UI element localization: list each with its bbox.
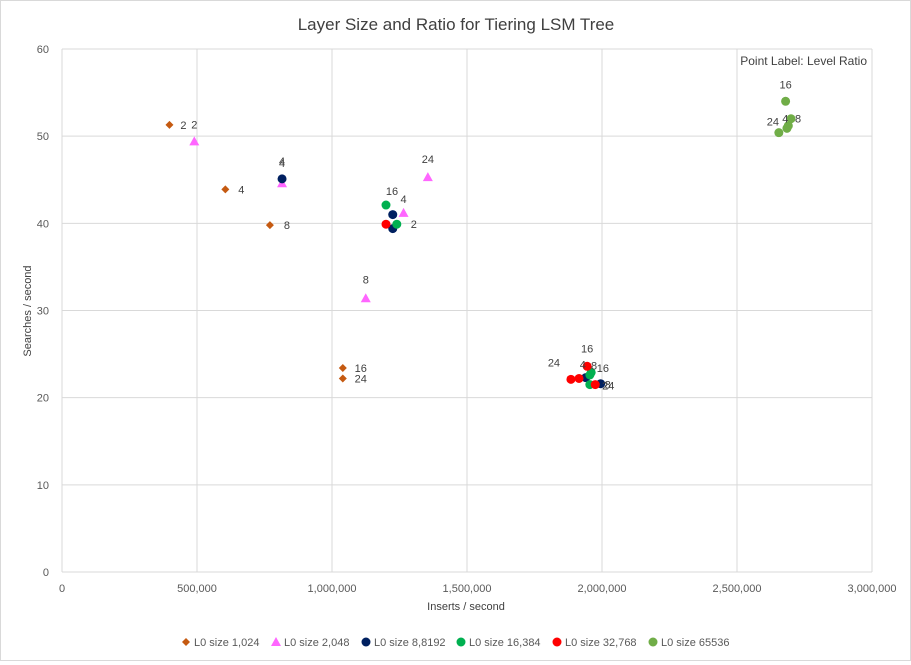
data-point <box>277 174 287 184</box>
data-point <box>338 374 347 383</box>
legend-item-label: L0 size 1,024 <box>194 637 259 649</box>
legend-item-label: L0 size 2,048 <box>284 637 349 649</box>
data-point <box>388 210 398 220</box>
data-point <box>590 380 600 390</box>
y-tick-label: 0 <box>43 567 49 579</box>
data-point <box>265 221 274 230</box>
data-point <box>786 114 796 124</box>
x-tick-label: 0 <box>59 583 65 595</box>
data-points <box>165 96 796 390</box>
y-tick-label: 40 <box>37 218 49 230</box>
x-tick-label: 3,000,000 <box>848 583 897 595</box>
point-label: 2 <box>411 219 417 231</box>
axes: 0 10 20 30 40 50 60 0 500,000 1,000,000 1,500,000 2… <box>37 44 897 595</box>
point-label: 4 <box>279 158 285 170</box>
point-label: 8 <box>795 114 801 126</box>
y-tick-label: 50 <box>37 131 49 143</box>
point-label: 24 <box>422 154 434 166</box>
legend: L0 size 1,024 L0 size 2,048 L0 size 8,8192… <box>182 637 730 649</box>
point-label: 16 <box>386 186 398 198</box>
point-label: 8 <box>284 220 290 232</box>
point-label: 4 <box>238 184 244 196</box>
point-label: 24 <box>548 357 560 369</box>
data-point <box>338 364 347 373</box>
data-point <box>221 185 230 194</box>
data-point <box>398 207 409 217</box>
y-tick-label: 20 <box>37 393 49 405</box>
data-point <box>165 120 174 129</box>
point-label: 8 <box>363 274 369 286</box>
legend-item-label: L0 size 8,8192 <box>374 637 446 649</box>
point-label: 24 <box>355 373 367 385</box>
x-tick-label: 1,500,000 <box>443 583 492 595</box>
data-point <box>422 172 433 182</box>
data-point <box>381 200 391 210</box>
data-point <box>189 136 200 146</box>
data-point <box>360 293 371 303</box>
legend-marker <box>182 638 190 646</box>
y-tick-label: 30 <box>37 306 49 318</box>
legend-marker <box>456 637 466 647</box>
point-label: 2 <box>180 120 186 132</box>
x-tick-label: 2,000,000 <box>578 583 627 595</box>
point-label: 24 <box>767 117 779 129</box>
legend-marker <box>361 637 371 647</box>
y-tick-label: 60 <box>37 44 49 56</box>
legend-item-label: L0 size 16,384 <box>469 637 541 649</box>
data-point <box>381 219 391 229</box>
legend-marker <box>648 637 658 647</box>
point-label: 16 <box>355 363 367 375</box>
legend-marker <box>271 637 281 646</box>
point-label: 4 <box>782 114 788 126</box>
legend-item-label: L0 size 65536 <box>661 637 730 649</box>
point-label: 8 <box>605 380 611 392</box>
data-point <box>781 96 791 106</box>
chart-title: Layer Size and Ratio for Tiering LSM Tre… <box>298 15 615 34</box>
data-point <box>774 128 784 138</box>
point-label: 4 <box>580 360 586 372</box>
data-point <box>782 123 792 133</box>
point-label: 16 <box>581 343 593 355</box>
point-label: 16 <box>597 363 609 375</box>
point-label-note: Point Label: Level Ratio <box>740 54 867 68</box>
x-axis-title: Inserts / second <box>427 601 505 613</box>
data-point <box>566 374 576 384</box>
point-label: 2 <box>191 119 197 131</box>
y-tick-label: 10 <box>37 480 49 492</box>
data-point <box>582 361 592 371</box>
grid <box>61 48 873 573</box>
legend-marker <box>552 637 562 647</box>
x-tick-label: 2,500,000 <box>713 583 762 595</box>
y-axis-title: Searches / second <box>22 265 34 356</box>
x-tick-label: 500,000 <box>177 583 217 595</box>
point-label: 16 <box>779 79 791 91</box>
data-point <box>392 219 402 229</box>
point-label: 4 <box>279 156 285 168</box>
x-tick-label: 1,000,000 <box>308 583 357 595</box>
point-label: 24 <box>602 381 614 393</box>
legend-item-label: L0 size 32,768 <box>565 637 637 649</box>
data-point <box>574 373 584 383</box>
point-label: 8 <box>591 360 597 372</box>
point-label: 4 <box>400 194 406 206</box>
